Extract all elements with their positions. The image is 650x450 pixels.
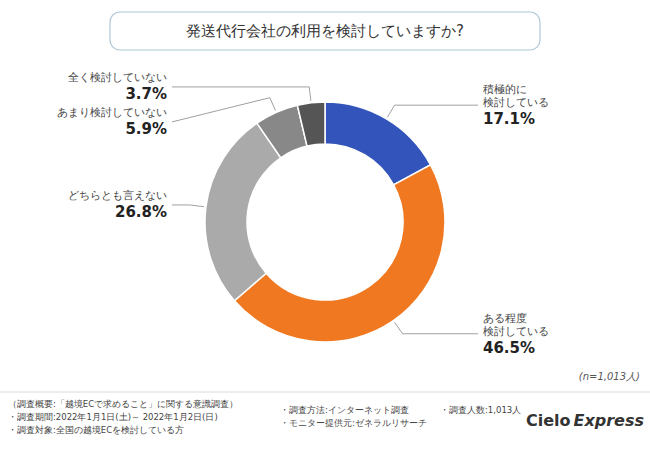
leader-line	[172, 98, 275, 122]
slice	[325, 102, 431, 185]
brand: Cielo	[526, 411, 571, 430]
value-label: 3.7%	[125, 85, 167, 103]
title-group: 発送代行会社の利用を検討していますか?	[110, 12, 540, 50]
leader-line	[387, 105, 478, 117]
slices	[205, 102, 445, 342]
value-label: 5.9%	[125, 120, 167, 138]
leader-line	[172, 205, 204, 207]
title-box	[110, 12, 540, 50]
slice	[234, 165, 445, 342]
category-label: ある程度検討している	[483, 312, 549, 338]
value-label: 17.1%	[483, 110, 535, 128]
slice	[205, 123, 281, 301]
footer-note: ・調査対象:全国の越境ECを検討している方	[8, 425, 184, 435]
slice	[297, 102, 325, 146]
value-label: 26.8%	[115, 203, 167, 221]
sample-size: (n=1,013人)	[579, 371, 640, 382]
leader-line	[172, 87, 311, 101]
annotations: (n=1,013人) （調査概要:「越境ECで求めること」に関する意識調査） ・調査…	[0, 371, 650, 435]
leader-line	[395, 322, 478, 334]
footer-note: ・モニター提供元:ゼネラルリサーチ	[280, 418, 427, 428]
category-label: あまり検討していない	[57, 106, 167, 119]
footer-note: ・調査期間:2022年1月1日(土)～ 2022年1月2日(日)	[8, 412, 218, 422]
title: 発送代行会社の利用を検討していますか?	[186, 22, 464, 40]
category-label: どちらとも言えない	[68, 189, 167, 202]
brand: Express	[574, 411, 645, 430]
labels: 積極的に検討している17.1% ある程度検討している46.5% どちらとも言えない2…	[57, 71, 549, 356]
footer-note: （調査概要:「越境ECで求めること」に関する意識調査）	[8, 399, 238, 409]
footer-note: ・調査人数:1,013人	[440, 405, 521, 415]
chart: 発送代行会社の利用を検討していますか? 積極的に検討している17.1% ある程度検討…	[0, 0, 650, 450]
footer-note: ・調査方法:インターネット調査	[280, 405, 409, 415]
value-label: 46.5%	[483, 339, 535, 357]
footer-rule	[0, 392, 650, 393]
category-label: 積極的に検討している	[483, 83, 549, 109]
category-label: 全く検討していない	[68, 71, 167, 84]
